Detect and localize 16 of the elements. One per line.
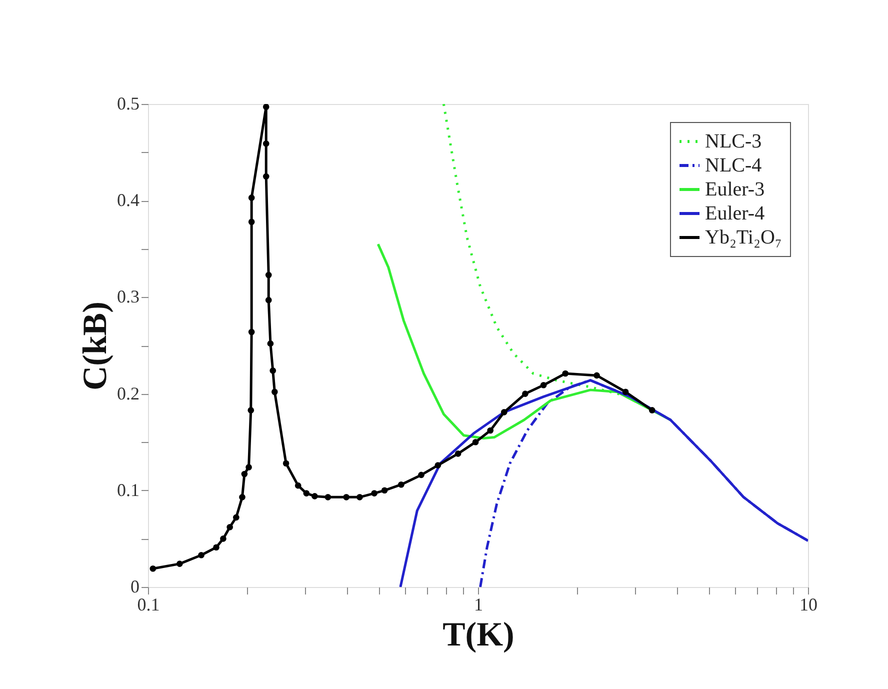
x-axis-title: T(K): [442, 616, 514, 654]
y-tick-label: 0.2: [117, 383, 140, 404]
legend-label: NLC-4: [705, 154, 762, 176]
legend-label: NLC-3: [705, 130, 762, 152]
x-tick-label: 1: [474, 594, 483, 614]
legend-label: Euler-4: [705, 202, 765, 224]
y-tick-label: 0.3: [117, 286, 140, 307]
y-tick-label: 0.1: [117, 480, 140, 500]
x-tick-label: 0.1: [137, 594, 160, 614]
legend-label: Yb₂Ti₂O₇: [705, 226, 782, 248]
y-tick-label: 0.4: [117, 190, 140, 210]
legend-label: Euler-3: [705, 178, 765, 200]
y-tick-label: 0.5: [117, 94, 140, 114]
y-tick-label: 0: [130, 576, 140, 596]
y-axis-title: C(kB): [77, 302, 114, 390]
x-tick-label: 10: [800, 594, 818, 614]
